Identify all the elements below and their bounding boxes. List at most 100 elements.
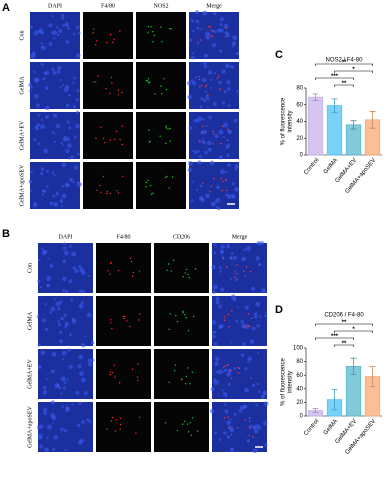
nucleus (68, 93, 71, 97)
nucleus (226, 153, 230, 158)
signal (217, 75, 220, 77)
signal (115, 130, 118, 133)
signal (150, 193, 153, 195)
signal (237, 366, 239, 369)
chart-title: CD206 / F4-80 (324, 313, 364, 319)
nucleus (34, 93, 39, 99)
nucleus (188, 126, 193, 131)
signal (182, 310, 184, 313)
nucleus (216, 28, 222, 33)
nucleus (55, 191, 59, 196)
signal (92, 32, 94, 34)
nucleus (29, 170, 33, 174)
nucleus (49, 201, 54, 206)
nucleus (263, 421, 268, 426)
nucleus (236, 306, 239, 309)
nucleus (52, 422, 55, 425)
nucleus (251, 326, 256, 331)
nucleus (71, 317, 75, 322)
nucleus (188, 161, 193, 166)
signal (104, 141, 106, 144)
nucleus (72, 181, 76, 184)
nucleus (252, 383, 256, 387)
nucleus (190, 199, 194, 202)
nucleus (53, 202, 59, 207)
nucleus (213, 12, 217, 16)
signal (227, 426, 230, 429)
signal (196, 430, 199, 432)
signal (189, 382, 191, 385)
error-bar (350, 357, 357, 375)
signal (182, 275, 184, 278)
significance-label: ** (342, 320, 347, 326)
nucleus (82, 290, 85, 293)
chart-title: NOS2 / F4-80 (325, 58, 363, 64)
column-header: DAPI (58, 234, 72, 240)
signal (109, 373, 112, 376)
signal (147, 32, 149, 34)
nucleus (218, 438, 222, 441)
micrograph (83, 112, 133, 159)
error-bar (331, 98, 338, 113)
signal (149, 140, 151, 143)
nucleus (61, 405, 65, 408)
nucleus (203, 65, 208, 69)
nucleus (62, 246, 67, 250)
nucleus (238, 408, 243, 413)
nucleus (77, 152, 80, 156)
nucleus (255, 256, 260, 261)
y-axis-label: intensity (288, 371, 294, 393)
signal (210, 34, 212, 37)
nucleus (253, 428, 259, 434)
signal (238, 367, 241, 370)
signal (99, 184, 101, 187)
nucleus (234, 167, 238, 171)
y-axis-label: % of fluorescence (281, 97, 287, 145)
signal (212, 133, 215, 135)
signal (111, 371, 114, 374)
nucleus (215, 370, 219, 374)
signal (222, 367, 225, 369)
signal (110, 262, 112, 265)
signal (181, 423, 184, 425)
nucleus (221, 389, 224, 392)
signal (165, 142, 167, 145)
nucleus (65, 84, 69, 89)
y-tick-label: 40 (296, 119, 303, 125)
nucleus (48, 23, 53, 28)
nucleus (231, 193, 235, 198)
nucleus (64, 182, 70, 188)
nucleus (44, 86, 49, 91)
nucleus (62, 144, 65, 147)
signal (230, 369, 232, 372)
signal (252, 436, 254, 438)
nucleus (51, 15, 54, 18)
nucleus (226, 80, 231, 85)
nucleus (79, 371, 84, 376)
nucleus (61, 350, 67, 356)
signal (95, 137, 97, 139)
signal (205, 84, 208, 86)
significance-bracket (334, 344, 354, 347)
nucleus (247, 360, 250, 363)
nucleus (78, 289, 83, 294)
signal (129, 325, 131, 328)
nucleus (223, 431, 227, 435)
nucleus (52, 70, 57, 75)
signal (161, 41, 163, 43)
nucleus (68, 157, 71, 160)
signal (189, 422, 191, 424)
signal (191, 417, 194, 419)
signal (105, 88, 107, 90)
nucleus (32, 202, 38, 208)
nucleus (78, 264, 82, 269)
nucleus (64, 325, 68, 329)
signal (147, 179, 149, 181)
nucleus (212, 331, 215, 334)
signal (187, 330, 190, 332)
nucleus (50, 413, 56, 419)
nucleus (235, 319, 239, 323)
nucleus (190, 19, 194, 23)
nucleus (59, 78, 62, 82)
micrograph (38, 296, 93, 346)
